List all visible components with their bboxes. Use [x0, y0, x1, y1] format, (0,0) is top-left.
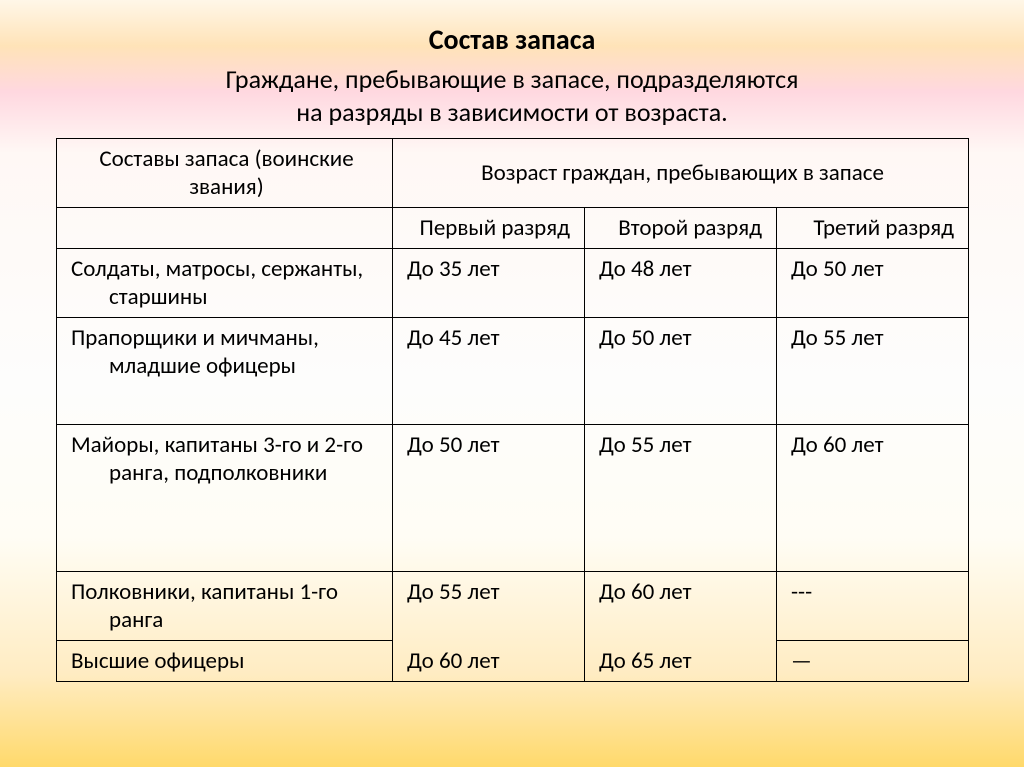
rank-cell: Прапорщики и мичманы, младшие офицеры — [57, 318, 393, 425]
table-row: Майоры, капитаны 3-го и 2-го ранга, подп… — [57, 425, 969, 572]
header-empty — [57, 208, 393, 249]
val-r1: До 45 лет — [393, 318, 585, 425]
rank-line2: младшие офицеры — [71, 352, 382, 380]
subtitle-line1: Граждане, пребывающие в запасе, подразде… — [226, 63, 799, 95]
rank-line2: ранга — [71, 606, 382, 634]
header-sub3: Третий разряд — [777, 208, 969, 249]
val-r2: До 48 лет — [585, 249, 777, 318]
rank-line2: старшины — [71, 283, 382, 311]
header-row-1: Составы запаса (воинские звания) Возраст… — [57, 139, 969, 208]
val-r1: До 55 лет — [393, 572, 585, 641]
val-r2: До 65 лет — [585, 641, 777, 682]
page-subtitle: Граждане, пребывающие в запасе, подразде… — [0, 63, 1024, 128]
val-r1: До 50 лет — [393, 425, 585, 572]
header-row-2: Первый разряд Второй разряд Третий разря… — [57, 208, 969, 249]
rank-line1: Солдаты, матросы, сержанты, — [71, 255, 363, 283]
reserve-table: Составы запаса (воинские звания) Возраст… — [56, 138, 969, 682]
rank-line1: Высшие офицеры — [71, 647, 244, 675]
val-r1: До 35 лет — [393, 249, 585, 318]
rank-line1: Полковники, капитаны 1-го — [71, 578, 338, 606]
header-col2-span: Возраст граждан, пребывающих в запасе — [393, 139, 969, 208]
val-r1: До 60 лет — [393, 641, 585, 682]
val-r3: До 50 лет — [777, 249, 969, 318]
table-row: Полковники, капитаны 1-горангаДо 55 летД… — [57, 572, 969, 641]
page-title: Состав запаса — [0, 22, 1024, 57]
table-row: Прапорщики и мичманы, младшие офицеры До… — [57, 318, 969, 425]
header-sub1: Первый разряд — [393, 208, 585, 249]
val-r3: До 60 лет — [777, 425, 969, 572]
val-r2: До 60 лет — [585, 572, 777, 641]
rank-line1: Майоры, капитаны 3-го и 2-го — [71, 431, 363, 459]
rank-line1: Прапорщики и мичманы, — [71, 324, 319, 352]
val-r3: — — [777, 641, 969, 682]
header-sub2: Второй разряд — [585, 208, 777, 249]
val-r2: До 50 лет — [585, 318, 777, 425]
val-r2: До 55 лет — [585, 425, 777, 572]
val-r3: --- — [777, 572, 969, 641]
table-row: Солдаты, матросы, сержанты, старшины До … — [57, 249, 969, 318]
rank-cell: Полковники, капитаны 1-горанга — [57, 572, 393, 641]
rank-line2: ранга, подполковники — [71, 459, 382, 487]
subtitle-line2: на разряды в зависимости от возраста. — [296, 96, 727, 128]
rank-cell: Солдаты, матросы, сержанты, старшины — [57, 249, 393, 318]
rank-cell: Майоры, капитаны 3-го и 2-го ранга, подп… — [57, 425, 393, 572]
table-row: Высшие офицеры До 60 летДо 65 лет— — [57, 641, 969, 682]
reserve-table-wrap: Составы запаса (воинские звания) Возраст… — [56, 138, 968, 682]
val-r3: До 55 лет — [777, 318, 969, 425]
header-col1: Составы запаса (воинские звания) — [57, 139, 393, 208]
rank-cell: Высшие офицеры — [57, 641, 393, 682]
